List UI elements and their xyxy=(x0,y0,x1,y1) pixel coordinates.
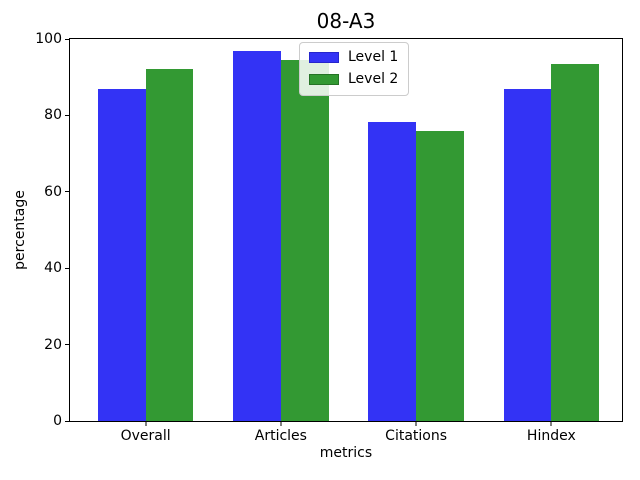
x-tick-mark xyxy=(280,422,282,426)
y-tick-mark xyxy=(65,344,69,346)
y-tick-label: 0 xyxy=(53,413,62,429)
y-tick-label: 20 xyxy=(44,336,62,353)
y-tick-label: 100 xyxy=(35,31,62,47)
x-tick-mark xyxy=(415,422,417,426)
y-tick-label: 40 xyxy=(44,260,62,277)
plot-area: 0 20 40 60 80 100 Overall Articles Citations Hin… xyxy=(35,31,623,444)
y-tick-label: 60 xyxy=(44,183,62,200)
bar-level1-hindex xyxy=(503,88,552,421)
y-tick-label: 80 xyxy=(44,107,62,124)
x-axis-label: metrics xyxy=(319,445,373,461)
bar-level2-citations xyxy=(416,131,464,421)
x-tick-mark xyxy=(145,422,147,426)
x-tick-label-hindex: Hindex xyxy=(526,428,576,444)
y-tick-mark xyxy=(65,267,69,269)
y-tick-mark xyxy=(65,420,69,422)
bar-level1-overall xyxy=(97,88,146,421)
legend: Level 1 Level 2 xyxy=(299,42,410,96)
y-tick-mark xyxy=(65,114,69,116)
y-tick-mark xyxy=(65,191,69,193)
legend-item-level2: Level 2 xyxy=(309,71,398,88)
x-tick-mark xyxy=(550,422,552,426)
legend-item-level1: Level 1 xyxy=(309,49,398,66)
chart-title: 08-A3 xyxy=(316,9,376,33)
bars-layer xyxy=(70,39,622,421)
legend-label-level1: Level 1 xyxy=(348,49,399,65)
bar-level2-articles xyxy=(280,59,329,421)
legend-swatch-level2 xyxy=(309,74,339,85)
legend-swatch-level1 xyxy=(309,52,339,63)
x-tick-label-overall: Overall xyxy=(120,428,171,444)
bar-level1-citations xyxy=(368,121,417,421)
x-tick-label-articles: Articles xyxy=(254,428,307,444)
bar-level2-overall xyxy=(145,69,194,421)
y-tick-mark xyxy=(65,38,69,40)
y-axis-label: percentage xyxy=(12,190,28,270)
x-tick-label-citations: Citations xyxy=(385,428,448,444)
bar-level1-articles xyxy=(233,51,281,421)
legend-label-level2: Level 2 xyxy=(348,71,399,87)
bar-level2-hindex xyxy=(551,63,600,421)
